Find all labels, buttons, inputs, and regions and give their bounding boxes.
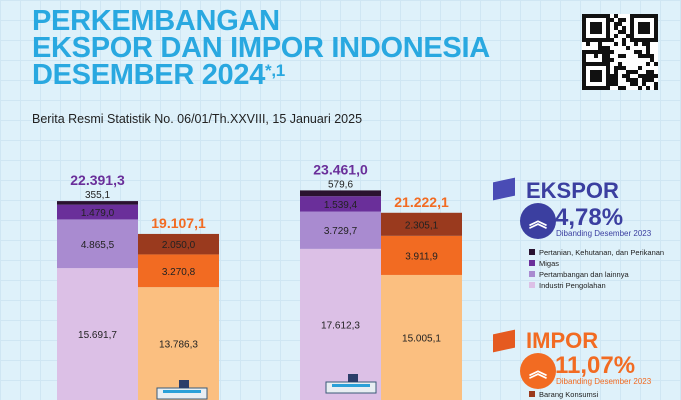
bar-total-label: 21.222,1 [394,194,449,210]
legend-label: Migas [539,259,560,268]
bar-segment [57,219,138,269]
cargo-ship-icon-part [179,380,189,388]
subtitle: Berita Resmi Statistik No. 06/01/Th.XXVI… [32,112,363,126]
bar-segment [300,248,381,400]
legend-item: Pertanian, Kehutanan, dan Perikanan [529,248,664,257]
ekspor-compare: Dibanding Desember 2023 [556,229,652,238]
bar-segment [300,196,381,212]
segment-label: 17.612,3 [321,320,360,331]
bar-total-label: 19.107,1 [151,215,206,231]
cargo-ship-icon-part [332,384,370,387]
bar-segment [57,201,138,205]
segment-label: 3.270,8 [162,267,196,278]
cargo-ship-icon [325,381,377,394]
bar-total-label: 23.461,0 [313,161,368,177]
bar-segment [57,268,138,400]
segment-label: 579,6 [328,179,353,190]
ekspor-container-icon [493,177,515,201]
bar-segment [300,211,381,249]
legend-swatch [529,260,535,266]
bar-segment [300,190,381,197]
page-title: PERKEMBANGAN EKSPOR DAN IMPOR INDONESIA … [32,5,490,91]
ekspor-change: 4,78% [555,204,624,231]
impor-up-icon: ︽ [520,353,556,389]
legend-panel: EKSPOR ︽ 4,78% Dibanding Desember 2023 P… [480,170,681,400]
impor-compare: Dibanding Desember 2023 [556,377,652,386]
bar-segment [57,204,138,220]
segment-label: 15.005,1 [402,333,441,344]
impor-change: 11,07% [555,352,636,379]
legend-item: Pertambangan dan lainnya [529,270,629,279]
legend-label: Barang Konsumsi [539,390,599,399]
segment-label: 13.786,3 [159,340,198,351]
segment-label: 2.050,0 [162,240,196,251]
title-line: EKSPOR DAN IMPOR INDONESIA [32,32,490,64]
bar-segment [138,233,219,255]
segment-label: 1.479,0 [81,208,115,219]
ekspor-up-icon: ︽ [520,203,556,239]
legend-item: Industri Pengolahan [529,281,606,290]
title-footnote: *,1 [265,61,285,80]
segment-label: 4.865,5 [81,240,115,251]
title-line: DESEMBER 2024 [32,59,266,91]
bar-segment [381,235,462,275]
legend-label: Pertanian, Kehutanan, dan Perikanan [539,248,665,257]
impor-label: IMPOR [526,328,599,353]
qr-code-icon[interactable] [582,14,658,90]
title-line: PERKEMBANGAN [32,5,280,37]
legend-swatch [529,271,535,277]
cargo-ship-icon-part [163,390,201,393]
cargo-ship-icon-part [348,374,358,382]
segment-label: 15.691,7 [78,330,117,341]
bar-segment [381,212,462,236]
segment-label: 355,1 [85,190,110,201]
bar-segment [381,274,462,400]
segment-label: 1.539,4 [324,200,358,211]
segment-label: 2.305,1 [405,220,439,231]
legend-swatch [529,391,535,397]
legend-item: Barang Konsumsi [529,390,598,399]
impor-container-icon [493,329,515,353]
legend-swatch [529,282,535,288]
segment-label: 3.911,9 [405,251,438,262]
segment-label: 3.729,7 [324,226,358,237]
ekspor-label: EKSPOR [526,178,619,203]
cargo-ship-icon [156,387,208,400]
bar-segment [138,254,219,288]
legend-label: Industri Pengolahan [539,281,606,290]
bar-total-label: 22.391,3 [70,172,125,188]
legend-swatch [529,249,535,255]
bar-segment [138,287,219,400]
legend-label: Pertambangan dan lainnya [539,270,629,279]
legend-item: Migas [529,259,559,268]
